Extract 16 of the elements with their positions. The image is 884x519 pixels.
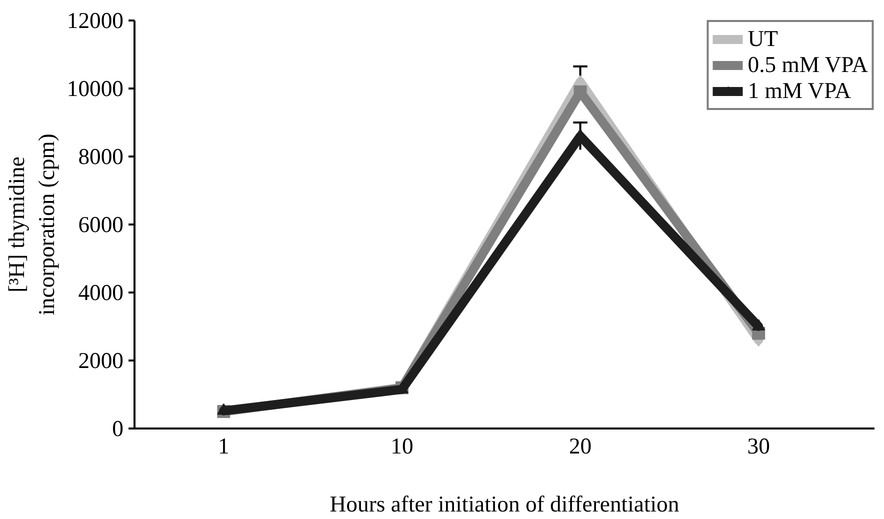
x-tick-label: 20	[568, 434, 592, 458]
x-tick-label: 1	[218, 434, 230, 458]
legend-label: 1 mM VPA	[748, 78, 851, 104]
y-tick-label: 12000	[66, 8, 124, 33]
y-tick-label: 10000	[66, 76, 124, 101]
x-tick-label: 30	[747, 434, 770, 458]
legend-label: UT	[748, 26, 778, 52]
y-tick-label: 4000	[78, 280, 124, 305]
y-tick-label: 8000	[78, 144, 124, 169]
y-tick-label: 2000	[78, 348, 124, 373]
y-tick-label: 0	[112, 416, 124, 441]
legend-label: 0.5 mM VPA	[748, 52, 868, 78]
y-tick-label: 6000	[78, 212, 124, 237]
x-axis-title: Hours after initiation of differentiation	[330, 492, 680, 516]
x-tick-label: 10	[390, 434, 414, 458]
y-axis-title: [³H] thymidine incorporation (cpm)	[4, 134, 59, 316]
